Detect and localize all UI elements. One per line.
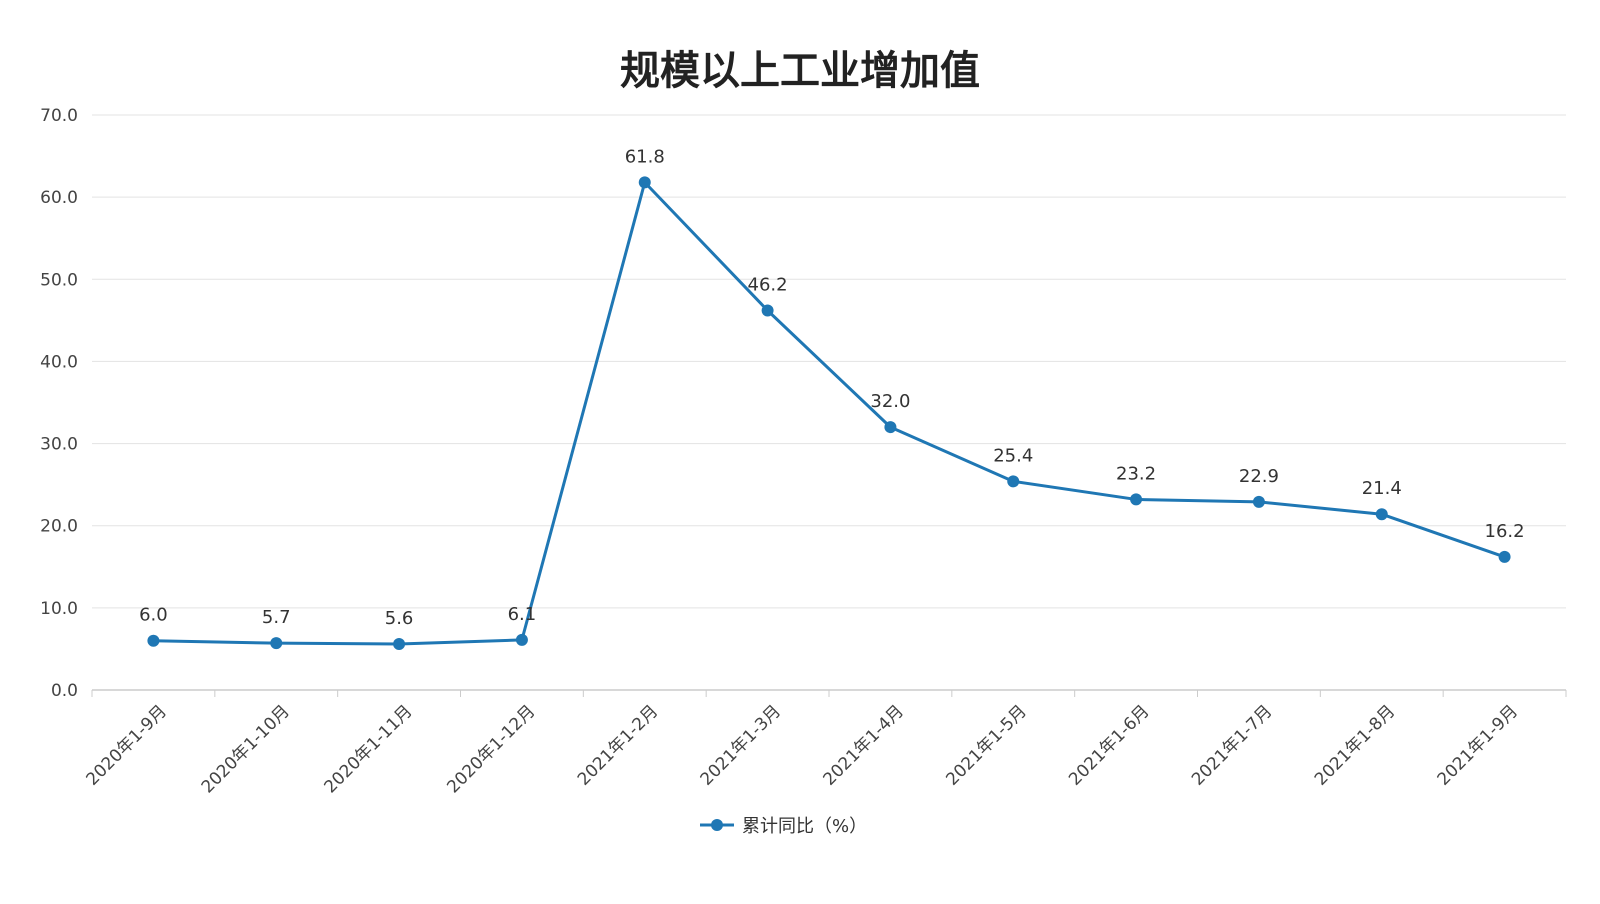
data-labels: 6.0 5.7 5.6 6.1 61.8 46.2 32.0 25.4 23.2 22.9 21.4… [139,146,1525,629]
y-tick-label: 50.0 [40,270,78,290]
data-label: 5.7 [262,607,291,628]
legend[interactable]: 累计同比（%） [700,816,867,837]
data-point[interactable] [884,421,897,434]
data-point[interactable] [1252,495,1265,508]
x-tick-label: 2020年1-11月 [321,701,417,797]
data-point[interactable] [761,304,774,317]
data-label: 32.0 [870,391,910,412]
x-tick-label: 2020年1-12月 [443,701,539,797]
data-label: 61.8 [625,146,665,167]
x-tick-label: 2021年1-6月 [1065,701,1153,789]
data-label: 22.9 [1239,466,1279,487]
data-label: 46.2 [748,275,788,296]
x-tick-label: 2020年1-9月 [83,701,171,789]
data-point[interactable] [147,634,160,647]
grid-lines [92,114,1566,609]
y-axis-ticks: 0.0 10.0 20.0 30.0 40.0 50.0 60.0 70.0 [40,106,78,701]
data-point[interactable] [1007,475,1020,488]
x-tick-label: 2021年1-8月 [1311,701,1399,789]
x-tick-label: 2021年1-9月 [1434,701,1522,789]
data-label: 25.4 [993,445,1033,466]
y-tick-label: 0.0 [51,681,78,701]
series-layer [147,176,1511,650]
legend-point-marker[interactable] [711,819,723,831]
data-point[interactable] [515,633,528,646]
data-point[interactable] [270,637,283,650]
chart-title: 规模以上工业增加值 [620,48,980,94]
x-tick-label: 2021年1-2月 [574,701,662,789]
x-axis [91,689,1567,697]
x-tick-label: 2020年1-10月 [198,701,294,797]
data-label: 5.6 [385,608,414,629]
series-line [153,180,1506,646]
x-tick-label: 2021年1-7月 [1188,701,1276,789]
y-tick-label: 70.0 [40,106,78,126]
y-tick-label: 60.0 [40,188,78,208]
x-axis-ticks: 2020年1-9月 2020年1-10月 2020年1-11月 2020年1-12月 2… [83,701,1523,797]
data-point[interactable] [1498,550,1511,563]
data-point[interactable] [1375,508,1388,521]
data-label: 6.0 [139,605,168,626]
data-label: 23.2 [1116,463,1156,484]
data-label: 16.2 [1485,521,1525,542]
legend-label[interactable]: 累计同比（%） [742,816,867,837]
y-tick-label: 20.0 [40,517,78,537]
x-tick-label: 2021年1-4月 [820,701,908,789]
y-tick-label: 40.0 [40,352,78,372]
y-tick-label: 30.0 [40,435,78,455]
y-tick-label: 10.0 [40,599,78,619]
data-label: 21.4 [1362,478,1402,499]
data-point[interactable] [638,176,651,189]
data-label: 6.1 [508,604,537,625]
x-tick-label: 2021年1-3月 [697,701,785,789]
data-point[interactable] [393,638,406,650]
data-point[interactable] [1130,493,1143,506]
x-tick-label: 2021年1-5月 [942,701,1030,789]
